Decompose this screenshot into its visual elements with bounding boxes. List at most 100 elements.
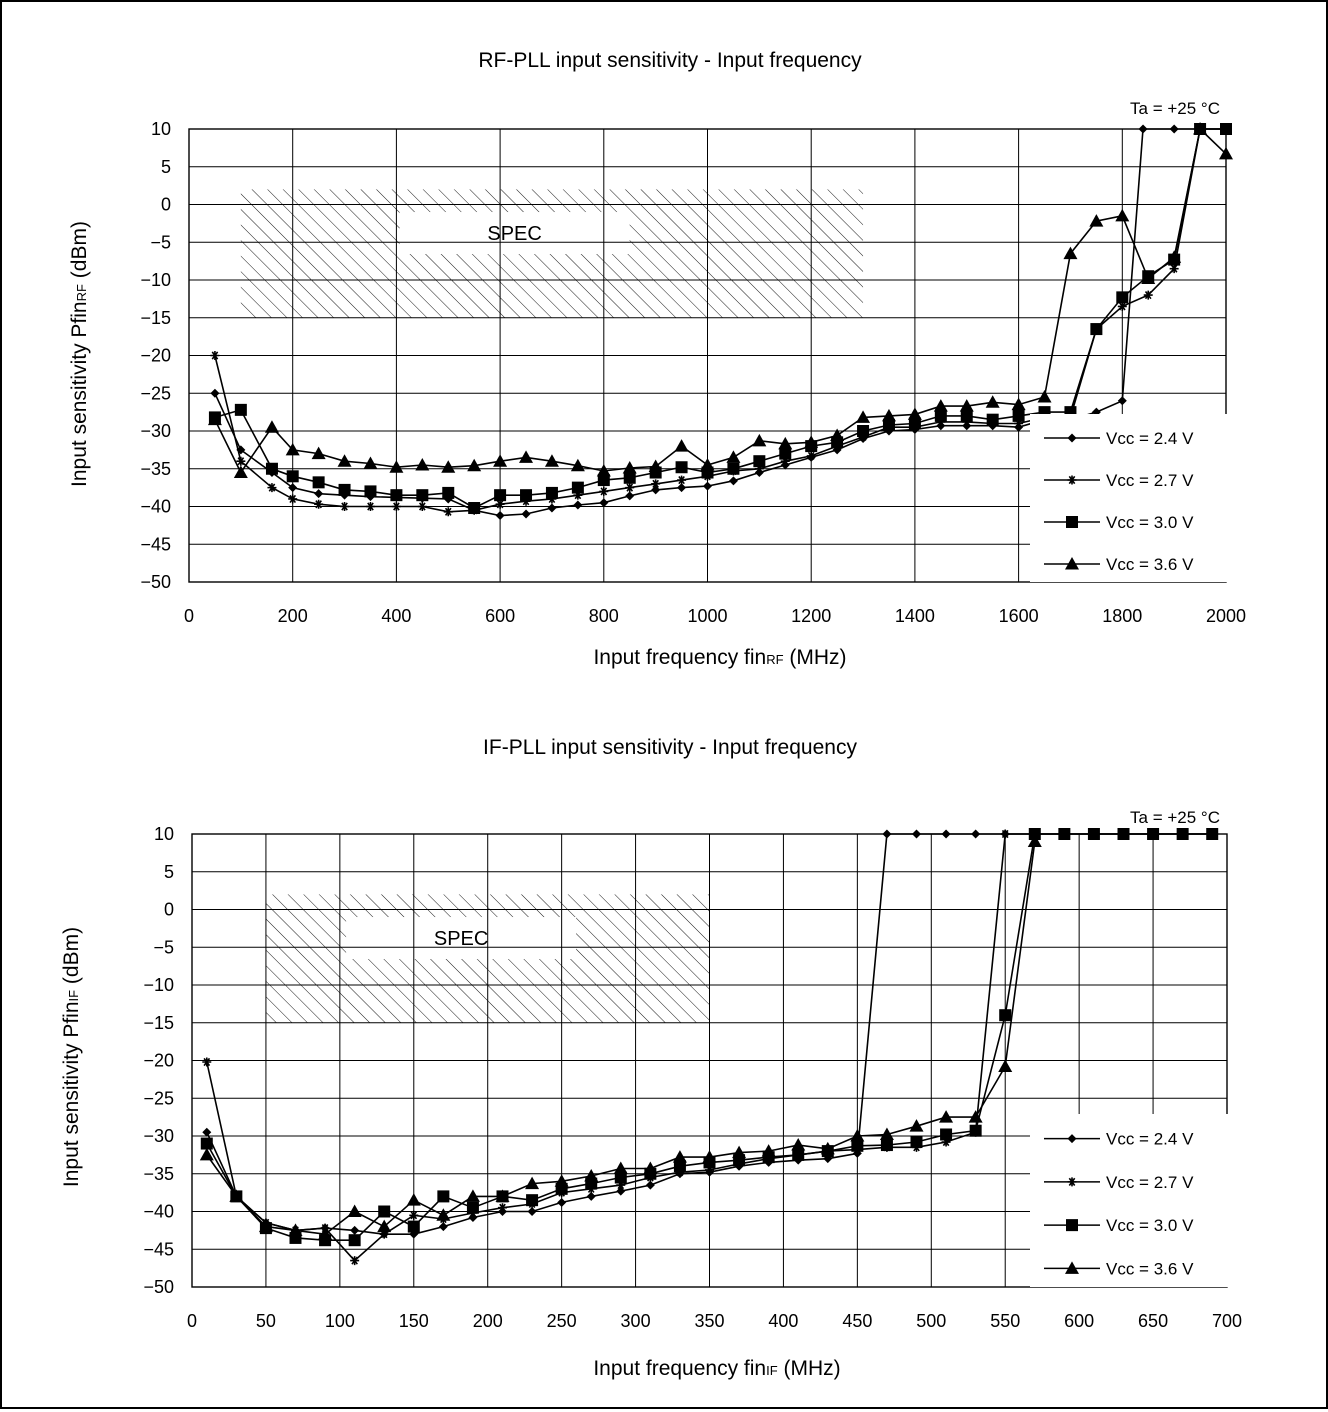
data-point	[985, 395, 1000, 408]
data-point	[1117, 396, 1127, 406]
data-point	[554, 1174, 569, 1187]
data-point	[1117, 828, 1130, 840]
data-point	[960, 409, 973, 422]
data-point	[390, 489, 403, 502]
data-point	[544, 454, 559, 467]
data-point	[1012, 409, 1025, 422]
y-axis-label-unit: (dBm)	[68, 221, 91, 284]
x-tick-label: 550	[990, 1311, 1020, 1331]
data-point	[443, 507, 453, 517]
data-point	[378, 1205, 391, 1218]
x-tick-label: 600	[1064, 1311, 1094, 1331]
y-tick-label: −35	[140, 459, 171, 479]
data-point	[557, 1197, 567, 1207]
x-tick-label: 1600	[999, 606, 1039, 626]
data-point	[675, 461, 688, 474]
y-tick-label: −10	[143, 975, 174, 995]
data-point	[286, 470, 299, 483]
data-point	[700, 457, 715, 471]
series-4	[207, 122, 1233, 479]
if-pll-chart: IF-PLL input sensitivity - Input frequen…	[60, 736, 1242, 1380]
data-point	[210, 388, 220, 398]
data-point	[857, 425, 870, 437]
data-point	[613, 1161, 628, 1174]
data-point	[727, 462, 740, 475]
data-point	[971, 829, 981, 839]
data-point	[1138, 124, 1148, 134]
series-line	[214, 127, 1227, 475]
data-point	[1206, 828, 1219, 840]
data-point	[1147, 828, 1160, 840]
data-point	[778, 436, 793, 450]
x-tick-label: 1200	[791, 606, 831, 626]
data-point	[934, 409, 947, 422]
data-point	[389, 460, 404, 473]
data-point	[318, 1227, 333, 1240]
y-tick-label: −15	[143, 1013, 174, 1033]
data-point	[830, 428, 845, 442]
data-point	[969, 1124, 982, 1137]
x-tick-label: 400	[381, 606, 411, 626]
x-tick-label: 700	[1212, 1311, 1242, 1331]
data-point	[350, 1225, 360, 1235]
data-point	[1011, 397, 1026, 411]
data-point	[465, 1189, 480, 1202]
data-point	[337, 454, 352, 467]
data-point	[1027, 834, 1042, 848]
x-axis-label-unit: (MHz)	[778, 1357, 841, 1380]
data-point	[526, 1194, 539, 1207]
data-point	[622, 460, 637, 474]
data-point	[438, 1222, 448, 1232]
y-tick-label: −50	[143, 1277, 174, 1297]
data-point	[672, 1150, 687, 1163]
x-tick-label: 800	[589, 606, 619, 626]
data-point	[573, 490, 583, 500]
data-point	[882, 829, 892, 839]
legend-marker	[1067, 1177, 1077, 1187]
data-point	[519, 450, 534, 463]
data-point	[1220, 123, 1232, 135]
y-tick-label: −5	[153, 937, 174, 957]
data-point	[597, 474, 610, 487]
data-point	[547, 494, 557, 504]
data-point	[416, 489, 429, 502]
spec-region: SPEC	[240, 189, 864, 318]
legend-box	[1030, 414, 1228, 582]
spec-label: SPEC	[434, 928, 488, 950]
data-point	[1089, 214, 1104, 227]
data-point	[348, 1234, 361, 1247]
data-point	[314, 499, 324, 509]
y-tick-label: −25	[143, 1088, 174, 1108]
data-point	[880, 1139, 893, 1152]
data-point	[645, 1180, 655, 1190]
data-point	[527, 1207, 537, 1216]
data-point	[417, 502, 427, 511]
legend-marker	[1067, 1134, 1077, 1144]
legend-label: Vcc = 3.0 V	[1106, 513, 1194, 532]
x-tick-label: 350	[694, 1311, 724, 1331]
data-point	[573, 500, 583, 510]
data-point	[1116, 291, 1129, 304]
temperature-annotation: Ta = +25 °C	[1130, 99, 1220, 118]
y-tick-label: 5	[164, 862, 174, 882]
data-point	[1000, 829, 1010, 839]
series	[199, 828, 1219, 1266]
data-point	[441, 460, 456, 473]
data-point	[909, 1119, 924, 1132]
y-tick-label: −30	[143, 1126, 174, 1146]
data-point	[233, 465, 248, 479]
data-point	[258, 1219, 273, 1233]
data-point	[806, 451, 816, 461]
x-tick-label: 1400	[895, 606, 935, 626]
x-axis-label: Input frequency finIF (MHz)	[593, 1357, 840, 1380]
data-point	[999, 1009, 1012, 1022]
data-point	[986, 413, 999, 426]
y-axis-label: Input sensitivity PfinIF (dBm)	[60, 927, 83, 1187]
y-tick-label: −20	[140, 346, 171, 366]
spec-label-bg	[346, 917, 577, 960]
data-point	[959, 399, 974, 412]
data-point	[675, 1167, 685, 1177]
data-point	[726, 450, 741, 463]
x-tick-label: 100	[325, 1311, 355, 1331]
data-point	[804, 435, 819, 448]
